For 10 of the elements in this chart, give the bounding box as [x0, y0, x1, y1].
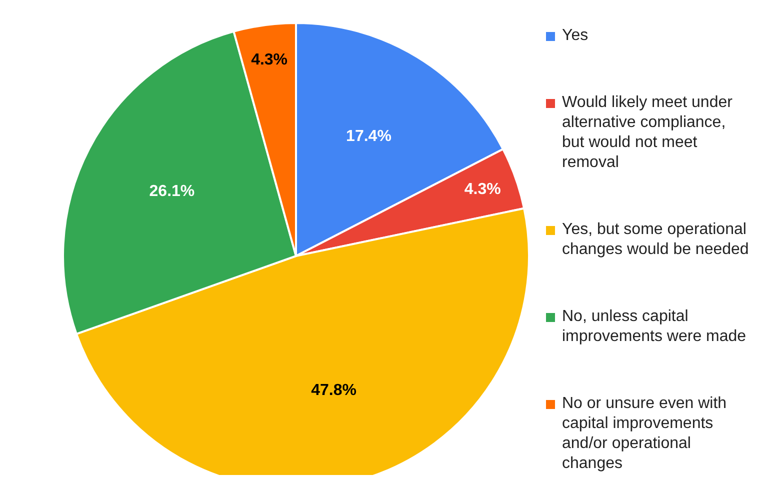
- data-label: 17.4%: [346, 128, 392, 146]
- legend-label: No or unsure even with capital improvements and/or operational changes: [562, 394, 728, 474]
- data-label: 4.3%: [251, 51, 288, 68]
- legend-label: Would likely meet under alternative compliance, but would not meet removal: [562, 93, 734, 173]
- data-label: 47.8%: [311, 382, 356, 400]
- legend-label: No, unless capital improvements were made: [562, 307, 748, 347]
- legend-label: Yes: [562, 26, 588, 46]
- legend-label: Yes, but some operational changes would be needed: [562, 220, 750, 260]
- data-label: 4.3%: [464, 181, 501, 198]
- data-label: 26.1%: [149, 182, 195, 200]
